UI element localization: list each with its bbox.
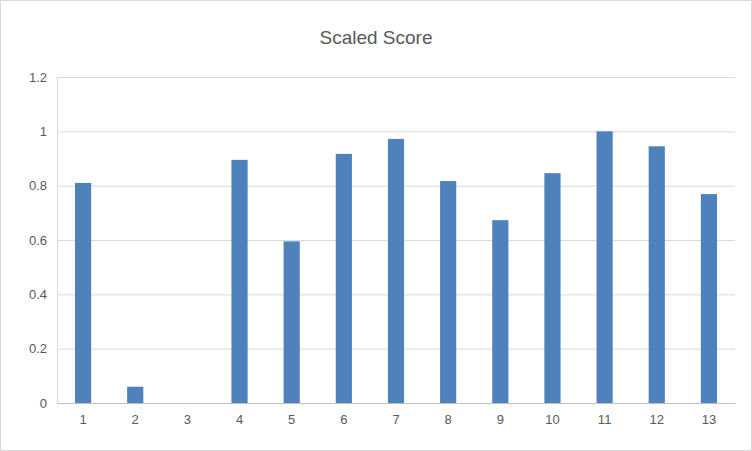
y-tick-label: 0.2	[29, 341, 47, 356]
x-tick-label: 10	[545, 412, 559, 427]
y-tick-label: 0	[40, 396, 47, 411]
x-tick-label: 4	[236, 412, 243, 427]
bar	[544, 173, 560, 403]
bar	[231, 160, 247, 403]
x-tick: 8	[445, 403, 452, 427]
chart-title: Scaled Score	[319, 27, 432, 48]
y-tick-label: 0.4	[29, 287, 47, 302]
bar	[440, 181, 456, 403]
bar	[336, 154, 352, 403]
x-tick: 10	[545, 403, 559, 427]
x-tick: 1	[79, 403, 86, 427]
x-tick: 13	[702, 403, 716, 427]
bar	[127, 387, 143, 403]
x-tick-label: 11	[598, 412, 612, 427]
y-tick-label: 1	[40, 124, 47, 139]
y-tick: 1.2	[29, 70, 735, 85]
x-tick: 11	[598, 403, 612, 427]
y-tick-label: 1.2	[29, 70, 47, 85]
y-tick: 1	[40, 124, 735, 139]
x-tick: 12	[650, 403, 664, 427]
x-axis-line	[58, 403, 736, 404]
x-tick-label: 9	[497, 412, 504, 427]
x-tick-label: 2	[132, 412, 139, 427]
bar	[388, 139, 404, 403]
y-tick-label: 0.8	[29, 178, 47, 193]
bar	[75, 183, 91, 403]
grid-line	[57, 77, 735, 78]
x-axis: 12345678910111213	[58, 403, 736, 427]
y-tick-label: 0.6	[29, 233, 47, 248]
x-tick: 2	[132, 403, 139, 427]
bar	[284, 241, 300, 403]
chart-border	[1, 1, 752, 451]
bars	[75, 131, 717, 403]
y-tick: 0.2	[29, 341, 735, 356]
x-tick-label: 8	[445, 412, 452, 427]
y-tick: 0.6	[29, 233, 735, 248]
x-tick: 5	[288, 403, 295, 427]
plot: 00.20.40.60.811.212345678910111213	[29, 70, 736, 428]
bar	[179, 403, 195, 404]
x-tick: 4	[236, 403, 243, 427]
x-tick-label: 5	[288, 412, 295, 427]
x-tick: 7	[392, 403, 399, 427]
grid-line	[57, 131, 735, 132]
x-tick-label: 3	[184, 412, 191, 427]
x-tick-label: 12	[650, 412, 664, 427]
y-tick: 0.8	[29, 178, 735, 193]
x-tick: 9	[497, 403, 504, 427]
x-tick-label: 1	[79, 412, 86, 427]
y-tick: 0.4	[29, 287, 735, 302]
x-tick: 3	[184, 403, 191, 427]
x-tick-label: 13	[702, 412, 716, 427]
y-axis-line	[58, 78, 736, 404]
bar	[492, 220, 508, 403]
x-tick: 6	[340, 403, 347, 427]
y-axis: 0 0.2 0.4 0.6 0.8 1 1.2	[29, 70, 735, 411]
bar	[701, 194, 717, 403]
bar	[597, 131, 613, 403]
bar	[649, 146, 665, 403]
x-tick-label: 6	[340, 412, 347, 427]
chart: Scaled Score00.20.40.60.811.212345678910…	[0, 0, 752, 451]
y-tick: 0	[40, 396, 735, 411]
x-tick-label: 7	[392, 412, 399, 427]
grid-line	[57, 403, 735, 404]
